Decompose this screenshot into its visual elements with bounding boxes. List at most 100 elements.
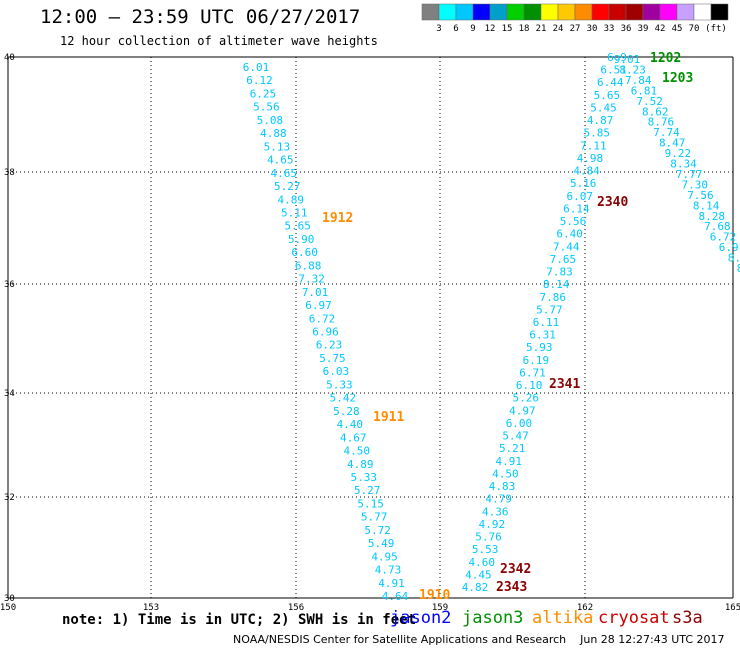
legend-swatch	[438, 3, 457, 21]
swh-value-track-2: 5.45	[590, 101, 617, 114]
satellite-cryosat: cryosat	[598, 608, 670, 628]
legend-label: 27	[570, 24, 581, 34]
swh-value-track-1: 5.15	[357, 497, 384, 510]
swh-value-track-3: 8.47	[659, 137, 686, 150]
swh-value-track-3: 7.52	[636, 95, 663, 108]
swh-value-track-2: 4.60	[469, 556, 496, 569]
swh-value-track-2: 4.82	[462, 581, 489, 594]
swh-value-track-2: 6.10	[516, 379, 543, 392]
legend-swatch	[489, 3, 508, 21]
legend-swatch	[506, 3, 525, 21]
y-tick-label: 38	[4, 168, 15, 178]
satellite-s3a: s3a	[672, 608, 703, 628]
y-tick-label: 40	[4, 53, 15, 63]
legend-label: 21	[536, 24, 547, 34]
swh-value-track-1: 4.73	[375, 564, 402, 577]
swh-value-track-1: 6.12	[246, 74, 273, 87]
swh-value-track-1: 5.49	[368, 537, 395, 550]
pass-label: 1203	[662, 71, 693, 86]
swh-value-track-1: 4.89	[347, 458, 374, 471]
satellite-jason2: jason2	[390, 608, 452, 628]
x-tick-label: 153	[143, 603, 159, 613]
swh-value-track-1: 6.03	[323, 365, 350, 378]
swh-value-track-3: 8.34	[670, 158, 697, 171]
swh-value-track-3: 7.56	[687, 189, 714, 202]
swh-value-track-1: 4.91	[378, 577, 405, 590]
swh-value-track-2: 4.79	[485, 493, 512, 506]
legend-swatch	[591, 3, 610, 21]
swh-value-track-1: 4.65	[267, 154, 294, 167]
swh-value-track-2: 5.16	[570, 177, 597, 190]
x-tick-label: 150	[0, 603, 16, 613]
legend-label: 70	[689, 24, 700, 34]
swh-value-track-1: 5.33	[350, 471, 377, 484]
legend-swatch	[625, 3, 644, 21]
swh-value-track-1: 7.32	[298, 273, 325, 286]
legend-swatch	[574, 3, 593, 21]
legend-swatch	[540, 3, 559, 21]
legend-swatch	[472, 3, 491, 21]
swh-value-track-2: 7.86	[540, 291, 567, 304]
legend-swatch	[523, 3, 542, 21]
swh-value-track-1: 6.97	[305, 299, 332, 312]
swh-value-track-2: 5.56	[560, 215, 587, 228]
swh-value-track-1: 6.72	[309, 312, 336, 325]
x-tick-label: 162	[577, 603, 593, 613]
swh-value-track-2: 5.26	[512, 392, 539, 405]
x-tick-label: 159	[432, 603, 448, 613]
swh-value-track-3: 8	[737, 262, 740, 275]
swh-value-track-1: 5.28	[333, 405, 360, 418]
y-tick-label: 30	[4, 594, 15, 604]
swh-value-track-1: 6.23	[316, 339, 343, 352]
swh-value-track-2: 5.77	[536, 303, 563, 316]
swh-value-track-2: 4.36	[482, 505, 509, 518]
swh-value-track-3: 8.76	[648, 116, 675, 129]
satellite-jason3: jason3	[462, 608, 524, 628]
pass-labels: 1912 1911 1910 1202 1203 2340 2341 2342 2343	[322, 51, 693, 603]
legend-swatch	[710, 3, 729, 21]
pass-label: 2343	[496, 580, 527, 595]
swh-value-track-1: 5.27	[354, 484, 381, 497]
legend-swatch	[642, 3, 661, 21]
swh-value-track-1: 4.64	[382, 590, 409, 603]
swh-value-track-2: 6.40	[556, 228, 583, 241]
swh-value-track-1: 5.75	[319, 352, 346, 365]
swh-value-track-2: 6.51	[600, 64, 627, 77]
swh-value-track-1: 6.01	[243, 61, 270, 74]
satellite-altika: altika	[532, 608, 594, 628]
y-tick-label: 36	[4, 280, 15, 290]
note-text: note: 1) Time is in UTC; 2) SWH is in fe…	[62, 612, 417, 628]
swh-value-track-2: 4.50	[492, 467, 519, 480]
swh-value-track-2: 7.83	[546, 266, 573, 279]
swh-value-track-1: 6.96	[312, 326, 339, 339]
swh-value-track-2: 6.07	[567, 190, 594, 203]
color-legend: 3 6 9 12 15 18 21 24 27 30 33 36 39 42 45 70 (ft)	[421, 3, 729, 34]
swh-value-track-3: 7.74	[653, 126, 680, 139]
legend-unit: (ft)	[705, 24, 727, 34]
swh-value-track-1: 5.11	[281, 206, 308, 219]
swh-value-track-2: 7.44	[553, 240, 580, 253]
legend-label: 6	[453, 24, 458, 34]
swh-value-track-1: 5.77	[361, 511, 388, 524]
swh-value-track-1: 7.01	[302, 286, 329, 299]
legend-label: 18	[519, 24, 530, 34]
swh-value-track-2: 4.98	[577, 152, 604, 165]
swh-value-track-2: 4.84	[573, 165, 600, 178]
swh-value-track-1: 4.95	[371, 550, 398, 563]
legend-label: 33	[604, 24, 615, 34]
wave-height-tracks: 6.016.126.255.565.084.885.134.654.655.27…	[243, 51, 740, 603]
swh-value-track-2: 5.53	[472, 543, 499, 556]
swh-value-track-2: 4.97	[509, 404, 536, 417]
swh-value-track-2: 6.14	[563, 202, 590, 215]
swh-value-track-3: 8.28	[699, 210, 726, 223]
swh-value-track-1: 4.50	[344, 445, 371, 458]
swh-value-track-2: 6.44	[597, 76, 624, 89]
pass-label: 1911	[373, 410, 404, 425]
pass-label: 1912	[322, 211, 353, 226]
swh-value-track-1: 6.60	[291, 246, 318, 259]
legend-label: 39	[638, 24, 649, 34]
swh-value-track-3: 8.	[728, 252, 740, 265]
swh-value-track-2: 6.71	[519, 366, 546, 379]
swh-value-track-2: 5.21	[499, 442, 526, 455]
